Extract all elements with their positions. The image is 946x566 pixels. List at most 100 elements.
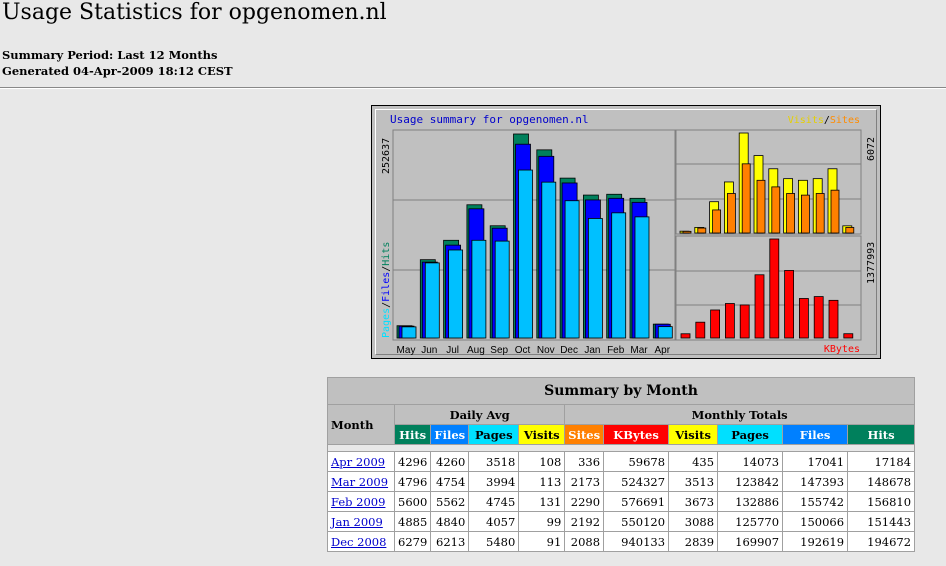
usage-summary-graph: Usage summary for opgenomen.nl Visits/Si… [371,105,881,359]
sites-bar [741,163,751,234]
col-visits: Visits [668,424,719,445]
cell-d-files: 5562 [430,491,470,512]
month-link[interactable]: Mar 2009 [331,474,389,489]
table-row: Mar 2009 4796 4754 3994 113 2173 524327 3513 123… [327,471,916,492]
cell-d-visits: 108 [518,451,566,472]
cell-visits: 3513 [668,471,719,492]
month-header: Month [327,404,395,445]
pages-bar [634,216,650,339]
month-link[interactable]: Feb 2009 [331,494,386,509]
kbytes-bar [784,270,795,339]
cell-visits: 3673 [668,491,719,512]
pages-bar [518,169,533,339]
col-kbytes: KBytes [603,424,670,445]
kbytes-bar [710,309,721,339]
cell-hits: 194672 [847,531,916,552]
month-link[interactable]: Dec 2008 [331,534,387,549]
month-label: Nov [536,345,555,356]
month-cell: Mar 2009 [327,471,395,492]
kbytes-bar [843,333,854,339]
cell-pages: 14073 [717,451,784,472]
cell-d-visits: 131 [518,491,566,512]
cell-pages: 169907 [717,531,784,552]
cell-d-pages: 3518 [468,451,520,472]
month-link[interactable]: Jan 2009 [331,514,383,529]
col-sites: Sites [564,424,605,445]
month-cell: Jan 2009 [327,511,395,532]
col-pages: Pages [717,424,784,445]
pages-bar [611,212,627,339]
summary-period: Summary Period: Last 12 Months [2,48,218,62]
cell-sites: 2290 [564,491,605,512]
graph-frame [375,109,877,355]
month-cell: Feb 2009 [327,491,395,512]
kbytes-bar [769,238,780,339]
table-body: Apr 2009 4296 4260 3518 108 336 59678 435 14073 1… [327,451,916,552]
sites-bar [697,227,707,234]
legend-kbytes: KBytes [823,344,860,355]
cell-hits: 17184 [847,451,916,472]
cell-d-hits: 4296 [393,451,432,472]
kbytes-bar [724,303,735,339]
cell-d-visits: 99 [518,511,566,532]
cell-visits: 2839 [668,531,719,552]
pages-bar [424,262,440,339]
cell-files: 155742 [782,491,849,512]
sites-bar [815,193,825,234]
pages-bar [657,326,673,339]
col-hits: Hits [847,424,916,445]
cell-sites: 2173 [564,471,605,492]
month-label: Apr [654,345,671,356]
cell-pages: 125770 [717,511,784,532]
month-label: Sep [490,345,509,356]
cell-kbytes: 576691 [603,491,670,512]
sites-bar [756,179,766,234]
month-cell: Dec 2008 [327,531,395,552]
table-row: Apr 2009 4296 4260 3518 108 336 59678 435 14073 1… [327,451,916,472]
kbytes-bar [813,296,824,339]
pages-bar [587,218,603,339]
kbytes-bar [695,321,706,339]
cell-d-visits: 91 [518,531,566,552]
cell-pages: 132886 [717,491,784,512]
kbytes-bar [680,333,691,339]
cell-sites: 2192 [564,511,605,532]
month-label: Jul [446,345,459,356]
pages-bar [471,239,487,339]
cell-d-files: 4840 [430,511,470,532]
legend-sep: / [823,115,830,126]
cell-d-pages: 3994 [468,471,520,492]
cell-visits: 435 [668,451,719,472]
cell-kbytes: 59678 [603,451,670,472]
month-label: Jun [421,345,438,356]
month-label: May [396,345,416,356]
spacer [326,444,916,452]
cell-d-files: 4754 [430,471,470,492]
cell-d-files: 6213 [430,531,470,552]
cell-d-hits: 6279 [393,531,432,552]
sites-bar [712,209,722,234]
table-row: Jan 2009 4885 4840 4057 99 2192 550120 3088 1257… [327,511,916,532]
sites-bar [845,227,855,234]
divider [0,87,946,89]
kbytes-bar [739,304,750,339]
month-label: Mar [630,345,648,356]
pages-bar [494,240,510,339]
kbytes-bar [828,299,839,339]
cell-pages: 123842 [717,471,784,492]
cell-d-files: 4260 [430,451,470,472]
month-label: Dec [560,345,578,356]
cell-files: 147393 [782,471,849,492]
month-cell: Apr 2009 [327,451,395,472]
main-plot-area [392,129,676,341]
col-daily-visits: Visits [518,424,566,445]
sites-bar [771,186,781,234]
cell-files: 192619 [782,531,849,552]
month-link[interactable]: Apr 2009 [331,454,386,469]
cell-kbytes: 940133 [603,531,670,552]
pages-bar [564,200,580,339]
month-label: Oct [514,345,531,356]
table-row: Dec 2008 6279 6213 5480 91 2088 940133 2839 1699… [327,531,916,552]
col-daily-files: Files [430,424,470,445]
sites-bar [726,193,736,234]
